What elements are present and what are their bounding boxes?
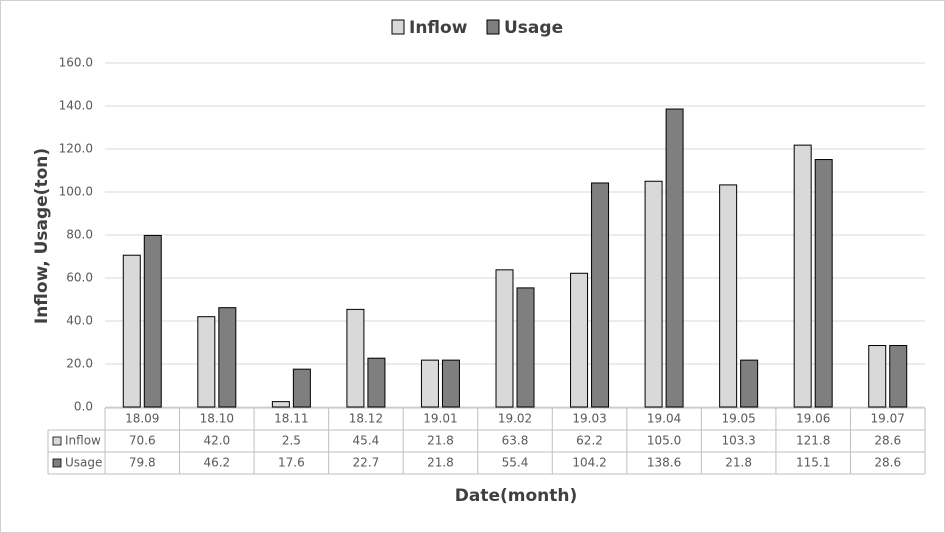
- y-tick-label: 100.0: [59, 185, 93, 199]
- table-cell: 103.3: [721, 434, 755, 448]
- legend-label: Usage: [504, 18, 563, 38]
- y-tick-label: 80.0: [66, 228, 93, 242]
- bar: [367, 357, 386, 408]
- table-cell: 105.0: [647, 434, 681, 448]
- table-cell: 55.4: [502, 456, 529, 470]
- bar: [740, 359, 759, 408]
- table-cell: 121.8: [796, 434, 830, 448]
- bar: [570, 272, 589, 408]
- x-tick-label: 19.04: [647, 412, 681, 426]
- bar: [346, 308, 365, 408]
- table-cell: 138.6: [647, 456, 681, 470]
- x-tick-label: 19.03: [572, 412, 606, 426]
- bar: [889, 345, 908, 408]
- x-axis-title: Date(month): [455, 486, 578, 506]
- bar: [793, 144, 812, 408]
- x-tick-label: 19.02: [498, 412, 532, 426]
- bar: [218, 307, 237, 408]
- bar: [516, 287, 535, 408]
- legend-label: Inflow: [409, 18, 468, 38]
- x-tick-label: 18.09: [125, 412, 159, 426]
- table-cell: 63.8: [502, 434, 529, 448]
- bar: [197, 316, 216, 408]
- table-cell: 79.8: [129, 456, 156, 470]
- y-tick-label: 140.0: [59, 99, 93, 113]
- bar: [292, 368, 311, 408]
- y-tick-label: 40.0: [66, 314, 93, 328]
- bar: [814, 159, 833, 408]
- bar: [271, 401, 290, 408]
- bar: [143, 234, 162, 408]
- table-cell: 46.2: [203, 456, 230, 470]
- bar: [495, 269, 514, 408]
- x-tick-label: 19.01: [423, 412, 457, 426]
- table-legend-key: [52, 436, 62, 446]
- y-tick-label: 60.0: [66, 271, 93, 285]
- table-cell: 2.5: [282, 434, 301, 448]
- x-tick-label: 19.05: [721, 412, 755, 426]
- y-tick-label: 0.0: [74, 400, 93, 414]
- y-tick-label: 120.0: [59, 142, 93, 156]
- legend-key: [486, 19, 500, 35]
- bar: [644, 180, 663, 408]
- table-row-label: Inflow: [65, 434, 101, 448]
- table-cell: 28.6: [874, 434, 901, 448]
- bar: [591, 182, 610, 408]
- x-tick-label: 18.12: [349, 412, 383, 426]
- bar: [665, 108, 684, 408]
- x-tick-label: 19.06: [796, 412, 830, 426]
- table-legend-key: [52, 458, 62, 468]
- table-cell: 42.0: [203, 434, 230, 448]
- x-tick-label: 18.11: [274, 412, 308, 426]
- y-axis-title: Inflow, Usage(ton): [32, 148, 52, 324]
- table-cell: 45.4: [353, 434, 380, 448]
- bar: [420, 359, 439, 408]
- table-cell: 28.6: [874, 456, 901, 470]
- y-tick-label: 20.0: [66, 357, 93, 371]
- y-tick-label: 160.0: [59, 56, 93, 70]
- table-cell: 21.8: [427, 434, 454, 448]
- table-cell: 115.1: [796, 456, 830, 470]
- table-cell: 70.6: [129, 434, 156, 448]
- x-tick-label: 19.07: [871, 412, 905, 426]
- table-cell: 62.2: [576, 434, 603, 448]
- table-cell: 21.8: [427, 456, 454, 470]
- legend-key: [391, 19, 405, 35]
- table-cell: 22.7: [353, 456, 380, 470]
- bar: [122, 254, 141, 408]
- bar: [719, 184, 738, 408]
- bar: [441, 359, 460, 408]
- table-cell: 21.8: [725, 456, 752, 470]
- table-cell: 104.2: [572, 456, 606, 470]
- x-tick-label: 18.10: [200, 412, 234, 426]
- table-row-label: Usage: [65, 456, 102, 470]
- table-cell: 17.6: [278, 456, 305, 470]
- bar: [868, 345, 887, 408]
